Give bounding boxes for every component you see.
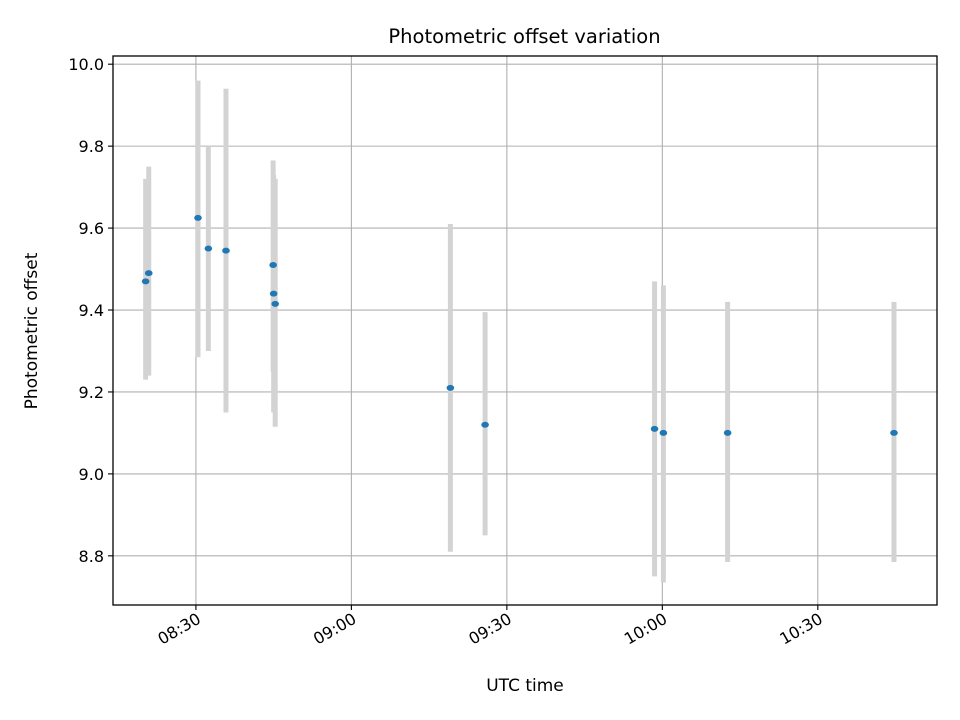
data-point	[204, 245, 213, 252]
data-point	[271, 300, 280, 307]
y-tick-label: 9.2	[79, 383, 104, 402]
y-tick-label: 9.8	[79, 137, 104, 156]
data-point	[650, 425, 659, 432]
data-point	[194, 214, 202, 221]
data-point	[446, 384, 455, 391]
y-axis-title: Photometric offset	[22, 252, 42, 409]
y-tick-label: 9.0	[79, 465, 104, 484]
y-tick-label: 10.0	[68, 55, 104, 74]
x-axis-title: UTC time	[486, 676, 564, 696]
data-points	[141, 214, 898, 436]
y-tick-label: 9.4	[79, 301, 104, 320]
data-point	[144, 270, 153, 277]
y-tick-label: 9.6	[79, 219, 104, 238]
data-point	[222, 247, 230, 254]
data-point	[481, 421, 489, 428]
data-point	[723, 429, 732, 436]
data-point	[890, 429, 898, 436]
data-point	[269, 290, 278, 297]
chart-title: Photometric offset variation	[388, 25, 660, 48]
data-point	[659, 429, 668, 436]
data-point	[141, 278, 150, 285]
y-tick-label: 8.8	[79, 547, 104, 566]
grid	[113, 56, 937, 605]
data-point	[269, 261, 277, 268]
plot-area-frame	[112, 55, 938, 606]
